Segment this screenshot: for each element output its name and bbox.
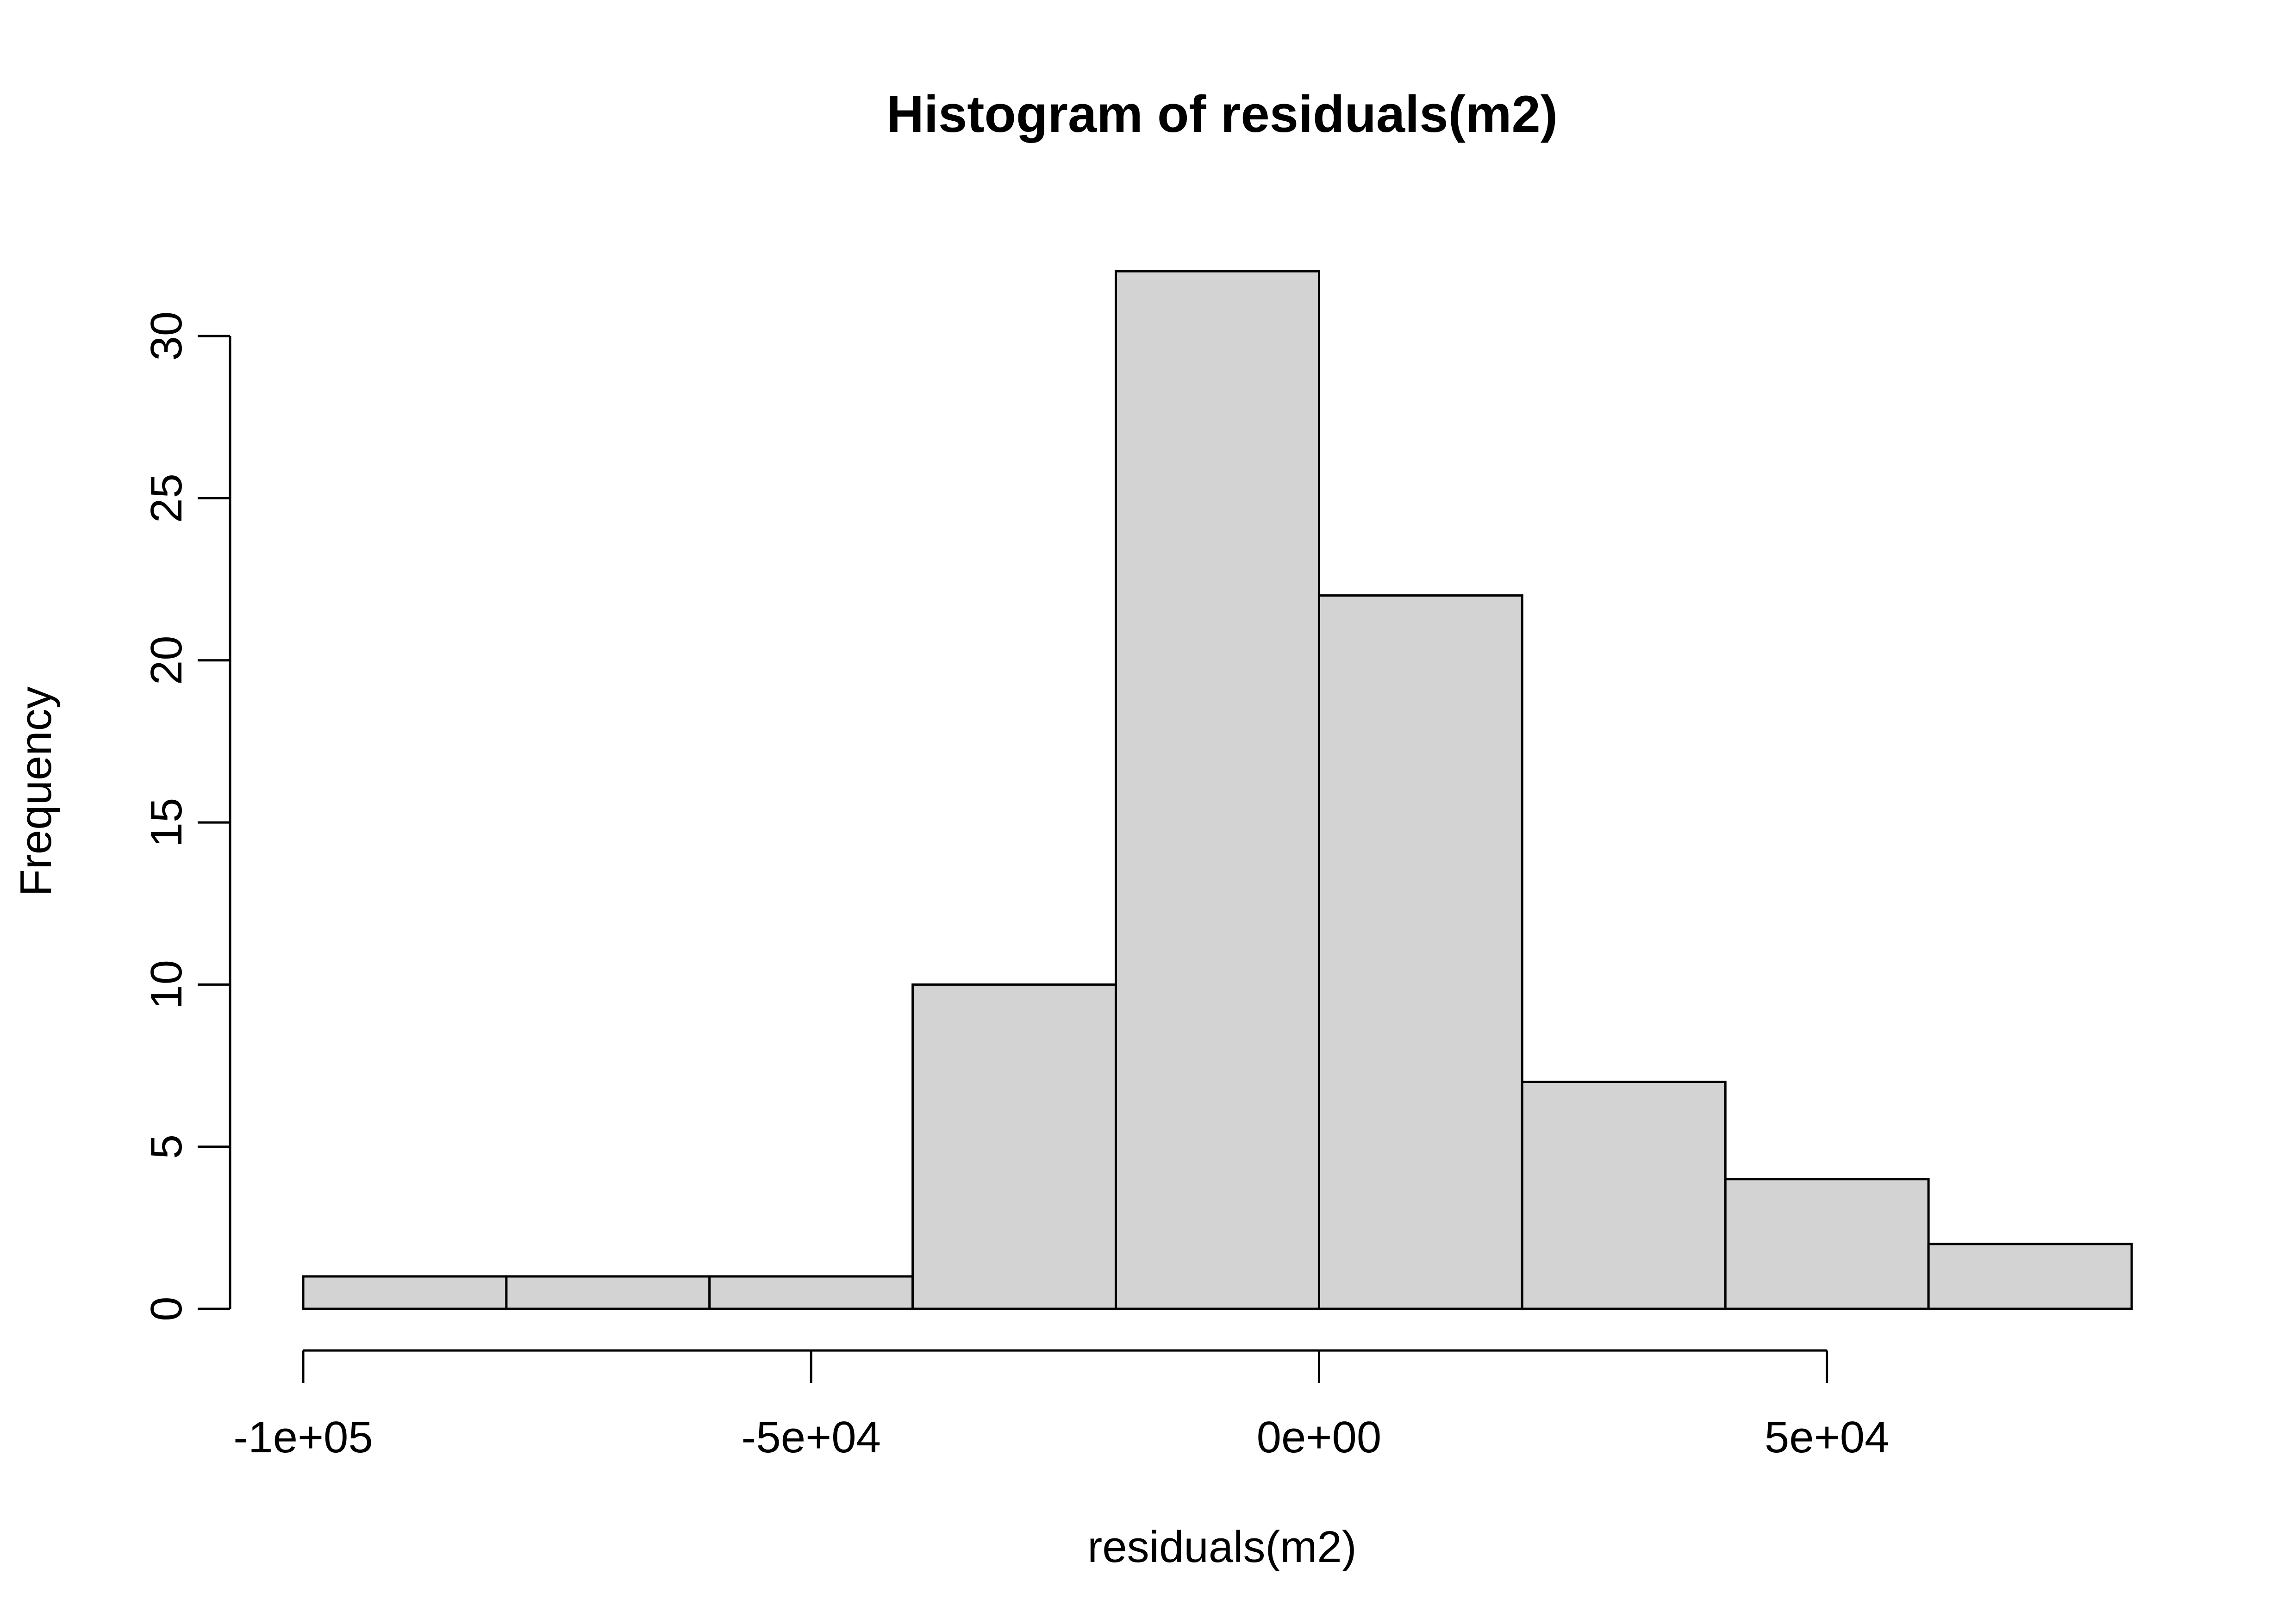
histogram-bar-6 — [1317, 594, 1523, 1310]
chart-title: Histogram of residuals(m2) — [886, 85, 1558, 143]
x-tick-label: -5e+04 — [741, 1413, 881, 1462]
y-tick-label: 20 — [142, 635, 191, 685]
histogram-bar-8 — [1724, 1178, 1930, 1310]
y-axis: 0 5 10 15 20 25 30 — [142, 311, 231, 1321]
histogram-bar-7 — [1521, 1081, 1727, 1310]
x-tick-label: -1e+05 — [233, 1413, 373, 1462]
x-axis: -1e+05 -5e+04 0e+00 5e+04 — [233, 1349, 1890, 1462]
y-tick-label: 25 — [142, 473, 191, 523]
histogram-bar-9 — [1927, 1243, 2133, 1310]
x-tick-label: 5e+04 — [1765, 1413, 1890, 1462]
y-tick-label: 0 — [142, 1296, 191, 1321]
y-tick-label: 5 — [142, 1134, 191, 1159]
histogram-bar-2 — [505, 1275, 711, 1310]
x-tick-label: 0e+00 — [1257, 1413, 1382, 1462]
y-tick-label: 10 — [142, 960, 191, 1009]
y-tick-label: 30 — [142, 311, 191, 361]
x-axis-title: residuals(m2) — [1087, 1522, 1356, 1572]
histogram-bars — [302, 270, 2133, 1310]
histogram-bar-4 — [911, 983, 1117, 1310]
y-tick-label: 15 — [142, 798, 191, 847]
histogram-bar-1 — [302, 1275, 508, 1310]
histogram-bar-3 — [708, 1275, 914, 1310]
y-axis-title: Frequency — [11, 686, 61, 896]
histogram-bar-5 — [1115, 270, 1320, 1310]
